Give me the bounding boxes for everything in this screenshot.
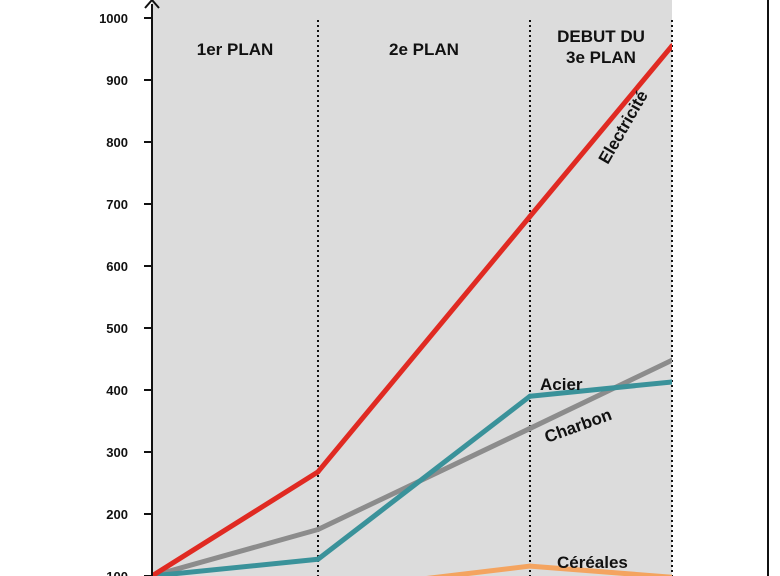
y-tick-label-300: 300 xyxy=(106,445,128,460)
y-tick-label-200: 200 xyxy=(106,507,128,522)
series-point-charbon-2 xyxy=(527,425,533,431)
period-label-2-line-1: 2e PLAN xyxy=(389,40,459,59)
series-label-cereales: Céréales xyxy=(557,553,628,572)
y-tick-label-700: 700 xyxy=(106,197,128,212)
series-line-cereales xyxy=(426,563,672,576)
series-label-acier: Acier xyxy=(540,375,583,394)
y-tick-label-600: 600 xyxy=(106,259,128,274)
y-tick-label-100: 100 xyxy=(106,569,128,576)
series-point-electricite-1 xyxy=(315,469,321,475)
y-axis-arrow xyxy=(144,0,160,9)
series-line-electricite xyxy=(152,43,672,576)
series-line-acier xyxy=(152,379,672,576)
y-tick-label-500: 500 xyxy=(106,321,128,336)
series-point-acier-1 xyxy=(315,556,321,562)
y-tick-label-1000: 1000 xyxy=(99,11,128,26)
series-point-acier-3 xyxy=(669,379,672,385)
series-point-cereales-2 xyxy=(527,563,533,569)
plot-background xyxy=(152,0,672,576)
series-point-electricite-3 xyxy=(669,43,672,49)
series-point-electricite-2 xyxy=(527,213,533,219)
y-tick-label-400: 400 xyxy=(106,383,128,398)
period-label-1-line-1: 1er PLAN xyxy=(197,40,274,59)
y-tick-label-800: 800 xyxy=(106,135,128,150)
series-point-charbon-1 xyxy=(315,527,321,532)
series-point-charbon-3 xyxy=(669,357,672,363)
series-point-acier-2 xyxy=(527,393,533,399)
y-tick-label-900: 900 xyxy=(106,73,128,88)
period-label-3-line-1: DEBUT DU xyxy=(557,27,645,46)
period-label-3-line-2: 3e PLAN xyxy=(566,48,636,67)
